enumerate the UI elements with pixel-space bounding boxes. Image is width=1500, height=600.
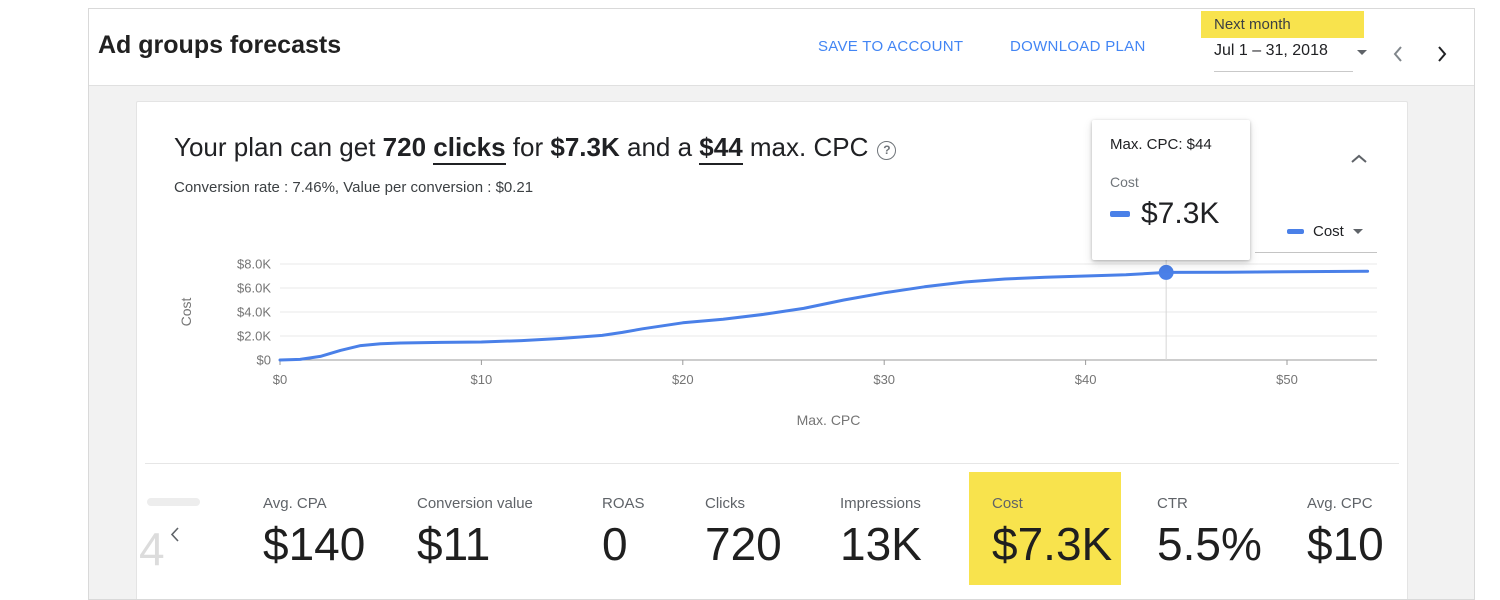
metric-roas: ROAS 0 — [602, 495, 645, 567]
tooltip-title: Max. CPC: $44 — [1110, 136, 1212, 153]
metric-avg-cpa: Avg. CPA $140 — [263, 495, 365, 567]
metric-legend-dropdown[interactable]: Cost — [1287, 223, 1363, 240]
svg-text:$20: $20 — [672, 372, 694, 387]
svg-text:$0: $0 — [257, 353, 271, 368]
tooltip-value: $7.3K — [1141, 197, 1220, 230]
metric-value: 13K — [840, 518, 922, 570]
previous-period-button[interactable] — [1390, 45, 1406, 63]
series-dash-icon — [1110, 211, 1130, 217]
metric-label: Impressions — [840, 495, 921, 512]
conversion-subtitle: Conversion rate : 7.46%, Value per conve… — [174, 179, 534, 196]
tooltip-series-label: Cost — [1110, 174, 1139, 190]
metric-ctr: CTR 5.5% — [1157, 495, 1262, 567]
collapse-card-button[interactable] — [1349, 152, 1369, 164]
metric-avg-cpc: Avg. CPC $10 — [1307, 495, 1384, 567]
svg-text:$2.0K: $2.0K — [237, 329, 271, 344]
forecast-card: Your plan can get 720 clicks for $7.3K a… — [136, 101, 1408, 599]
metric-value: $140 — [263, 518, 366, 570]
svg-text:$6.0K: $6.0K — [237, 281, 271, 296]
chevron-left-icon — [170, 527, 179, 542]
svg-text:$30: $30 — [873, 372, 895, 387]
series-dash-icon — [1287, 229, 1304, 234]
cost-vs-maxcpc-chart[interactable]: $0 $2.0K $4.0K $6.0K $8.0K $0 $10 $20 $30 $40 $50 M… — [177, 247, 1387, 442]
header: Ad groups forecasts SAVE TO ACCOUNT DOWN… — [89, 9, 1474, 86]
metric-cost: Cost $7.3K — [992, 495, 1112, 567]
chevron-up-icon — [1351, 154, 1367, 163]
svg-text:$0: $0 — [273, 372, 287, 387]
svg-text:$50: $50 — [1276, 372, 1298, 387]
headline-text: max. CPC — [742, 132, 869, 162]
svg-text:Cost: Cost — [178, 298, 194, 327]
metrics-scroll-left-button[interactable] — [168, 526, 182, 543]
headline-clicks-term[interactable]: clicks — [433, 132, 506, 165]
next-period-button[interactable] — [1434, 45, 1450, 63]
headline-text: and a — [619, 132, 700, 162]
date-range-select[interactable]: Jul 1 – 31, 2018 — [1214, 42, 1328, 60]
metric-conversion-value: Conversion value $11 — [417, 495, 533, 567]
svg-text:$8.0K: $8.0K — [237, 257, 271, 272]
chevron-right-icon — [1438, 46, 1447, 62]
ghost-page-number: 4 — [139, 523, 165, 575]
loading-pill — [147, 498, 200, 506]
metric-label: ROAS — [602, 495, 645, 512]
period-highlight: Next month — [1201, 11, 1364, 38]
legend-label: Cost — [1313, 223, 1344, 240]
headline-clicks-value: 720 — [382, 132, 427, 162]
metric-value: $7.3K — [992, 518, 1113, 570]
headline-cpc-value[interactable]: $44 — [699, 132, 743, 165]
chart-tooltip: Max. CPC: $44 Cost $7.3K — [1092, 120, 1250, 260]
period-label: Next month — [1214, 16, 1291, 33]
metric-value: 0 — [602, 518, 628, 570]
cost-metric-highlight — [969, 472, 1121, 585]
svg-text:$40: $40 — [1075, 372, 1097, 387]
metric-label: Avg. CPA — [263, 495, 327, 512]
svg-text:$10: $10 — [471, 372, 493, 387]
chevron-left-icon — [1393, 46, 1402, 62]
app-frame: Ad groups forecasts SAVE TO ACCOUNT DOWN… — [88, 8, 1475, 600]
headline-text: for — [505, 132, 551, 162]
metrics-divider — [145, 463, 1399, 464]
plan-headline: Your plan can get 720 clicks for $7.3K a… — [174, 132, 897, 165]
svg-text:$4.0K: $4.0K — [237, 305, 271, 320]
metric-clicks: Clicks 720 — [705, 495, 782, 567]
chevron-down-icon[interactable] — [1357, 50, 1367, 55]
date-select-underline — [1214, 71, 1353, 72]
download-plan-button[interactable]: DOWNLOAD PLAN — [1010, 38, 1146, 55]
headline-text: Your plan can get — [174, 132, 383, 162]
save-to-account-button[interactable]: SAVE TO ACCOUNT — [818, 38, 964, 55]
legend-underline — [1255, 252, 1377, 253]
metric-label: Cost — [992, 495, 1023, 512]
metric-value: $11 — [417, 518, 491, 570]
metric-value: 720 — [705, 518, 782, 570]
metric-value: 5.5% — [1157, 518, 1262, 570]
metric-label: CTR — [1157, 495, 1188, 512]
headline-cost-value: $7.3K — [550, 132, 620, 162]
svg-text:Max. CPC: Max. CPC — [797, 412, 861, 428]
help-icon[interactable]: ? — [877, 141, 897, 160]
metric-label: Conversion value — [417, 495, 533, 512]
metric-label: Clicks — [705, 495, 745, 512]
metric-value: $10 — [1307, 518, 1384, 570]
page-title: Ad groups forecasts — [98, 31, 342, 59]
date-range-value: Jul 1 – 31, 2018 — [1214, 42, 1328, 59]
metric-label: Avg. CPC — [1307, 495, 1373, 512]
chevron-down-icon — [1352, 229, 1363, 234]
metric-impressions: Impressions 13K — [840, 495, 922, 567]
